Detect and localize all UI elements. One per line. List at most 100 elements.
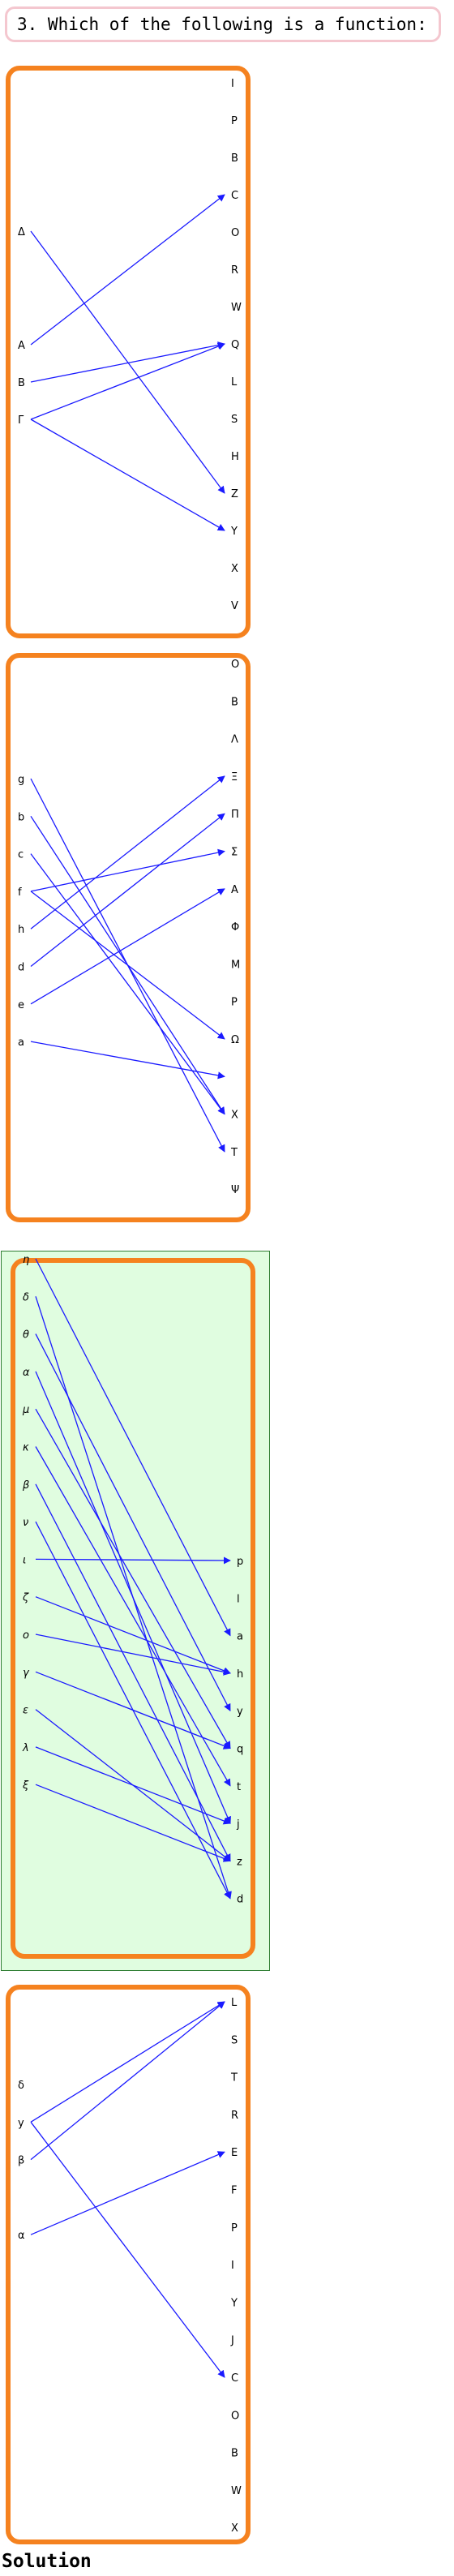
codomain-label: h	[237, 1668, 243, 1681]
codomain-label: X	[231, 563, 238, 575]
domain-label: λ	[22, 1742, 29, 1754]
domain-label: y	[18, 2117, 24, 2129]
codomain-label: W	[231, 2485, 242, 2497]
codomain-label: Q	[231, 339, 239, 351]
mapping-arrow	[30, 853, 225, 1115]
codomain-label: Σ	[231, 847, 238, 859]
codomain-label: C	[231, 2372, 238, 2385]
domain-label: c	[18, 849, 24, 861]
domain-label: ζ	[22, 1592, 29, 1604]
mapping-arrow	[35, 1556, 231, 1565]
mapping-arrow	[30, 888, 225, 1005]
codomain-label: C	[231, 190, 238, 202]
codomain-label: E	[231, 2147, 238, 2159]
codomain-label: I	[231, 2260, 234, 2272]
domain-label: ξ	[22, 1780, 29, 1792]
mapping-arrow	[35, 1483, 231, 1862]
domain-label: δ	[18, 2080, 24, 2092]
codomain-label: T	[230, 2072, 238, 2084]
codomain-label: P	[231, 997, 238, 1009]
codomain-label: Π	[231, 809, 239, 821]
codomain-label: L	[231, 1997, 238, 2009]
domain-label: μ	[22, 1404, 29, 1416]
codomain-label: R	[231, 2110, 238, 2122]
domain-label: θ	[23, 1329, 29, 1342]
mapping-arrow	[30, 194, 225, 346]
codomain-label: F	[231, 2185, 237, 2197]
diagram-frame	[6, 653, 251, 1222]
domain-label: γ	[23, 1667, 30, 1679]
codomain-label: P	[231, 115, 238, 127]
diagram-frame	[6, 66, 251, 638]
mapping-arrow	[30, 2001, 225, 2123]
codomain-label: Ω	[231, 1034, 239, 1046]
domain-label: B	[18, 377, 25, 389]
mapping-arrow	[30, 1041, 225, 1080]
domain-label: ο	[23, 1629, 29, 1642]
mapping-arrow	[35, 1333, 231, 1712]
mapping-arrow	[35, 1408, 231, 1750]
domain-label: η	[23, 1254, 29, 1266]
mapping-arrow	[30, 891, 225, 1040]
domain-label: f	[18, 887, 22, 899]
domain-label: β	[22, 1479, 29, 1492]
mapping-arrow	[30, 230, 225, 494]
codomain-label: j	[236, 1818, 240, 1831]
domain-label: κ	[23, 1442, 29, 1454]
codomain-label: I	[231, 78, 234, 90]
question-text: 3. Which of the following is a function:	[17, 15, 427, 34]
domain-label: ν	[23, 1517, 28, 1529]
codomain-label: l	[237, 1593, 240, 1605]
domain-label: a	[18, 1037, 24, 1049]
mapping-arrow	[35, 1371, 231, 1824]
mapping-arrow	[35, 1596, 231, 1675]
mapping-arrow	[30, 341, 225, 383]
codomain-label: W	[231, 302, 242, 314]
codomain-label: H	[231, 451, 239, 463]
mapping-arrow	[35, 1784, 231, 1862]
mapping-arrow	[35, 1258, 231, 1637]
domain-label: ε	[23, 1705, 28, 1717]
codomain-label: X	[231, 2522, 238, 2535]
domain-label: Δ	[18, 226, 25, 238]
domain-label: Γ	[18, 414, 24, 427]
mapping-arrow	[30, 2121, 225, 2378]
codomain-label: Z	[231, 488, 238, 500]
mapping-diagram-a: Δ A B Γ I P B C O R W Q L S H Z Y X V	[6, 66, 251, 638]
mapping-arrow	[35, 1634, 231, 1676]
codomain-label: Y	[230, 526, 238, 538]
domain-label: ι	[23, 1554, 26, 1566]
codomain-label: B	[231, 696, 238, 708]
domain-label: α	[23, 1367, 30, 1379]
domain-label: b	[18, 811, 24, 823]
domain-label: δ	[23, 1291, 29, 1303]
mapping-arrow	[30, 775, 225, 930]
mapping-arrow	[30, 342, 225, 420]
codomain-label: S	[231, 414, 238, 426]
domain-label: g	[18, 774, 24, 786]
mapping-arrow	[35, 1746, 231, 1825]
codomain-label: Φ	[231, 921, 239, 934]
mapping-arrow	[30, 813, 225, 968]
solution-label: Solution	[2, 2551, 92, 2572]
question-box: 3. Which of the following is a function:	[5, 6, 441, 42]
codomain-label: M	[231, 959, 240, 971]
codomain-label: O	[231, 227, 239, 239]
domain-label: h	[18, 924, 24, 936]
codomain-label: A	[231, 884, 238, 896]
mapping-diagram-d: δ y β α L S T R E F P I Y J C O B W X	[6, 1985, 251, 2544]
codomain-label: V	[231, 600, 238, 612]
codomain-label: y	[237, 1706, 243, 1718]
codomain-label: J	[230, 2335, 234, 2347]
mapping-arrow	[35, 1446, 231, 1787]
codomain-label: Λ	[231, 734, 238, 746]
codomain-label: O	[231, 2410, 239, 2422]
domain-label: e	[18, 999, 24, 1011]
domain-label: A	[18, 340, 25, 352]
codomain-label: O	[231, 659, 239, 671]
mapping-arrow	[35, 1671, 231, 1750]
domain-label: β	[18, 2155, 24, 2167]
codomain-label: d	[237, 1894, 243, 1906]
diagram-frame	[6, 1985, 251, 2544]
diagram-frame	[11, 1258, 255, 1959]
